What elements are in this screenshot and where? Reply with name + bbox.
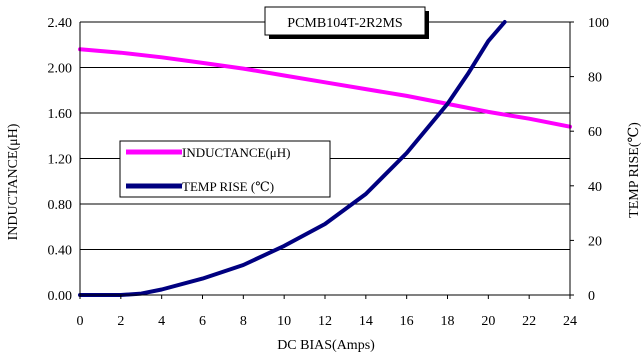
x-tick-label-12: 24 [563,314,577,329]
series-line-temp-rise [78,20,507,297]
x-tick-label-6: 12 [318,314,332,329]
y-axis-label-right: TEMP RISE(℃) [627,122,642,218]
y-right-tick-label-4: 80 [588,71,602,86]
x-tick-label-11: 22 [522,314,536,329]
y-left-tick-label-3: 1.20 [48,153,73,168]
x-tick-label-3: 6 [199,314,206,329]
series-line-inductance [78,47,572,129]
x-axis-label: DC BIAS(Amps) [277,338,375,352]
y-right-tick-label-3: 60 [588,125,602,140]
legend-label-inductance: INDUCTANCE(μH) [182,145,290,160]
x-tick-label-10: 20 [481,314,495,329]
x-tick-label-1: 2 [117,314,124,329]
y-left-tick-label-0: 0.00 [48,289,73,304]
y-left-tick-label-5: 2.00 [48,62,73,77]
legend-label-temp-rise: TEMP RISE (℃) [182,179,274,194]
y-right-tick-label-5: 100 [588,16,609,31]
x-tick-label-8: 16 [400,314,414,329]
y-right-tick-label-2: 40 [588,180,602,195]
y-right-tick-label-0: 0 [588,289,595,304]
x-tick-label-7: 14 [359,314,373,329]
chart-title-box: PCMB104T-2R2MS [264,6,429,39]
x-tick-label-0: 0 [77,314,84,329]
x-tick-label-4: 8 [240,314,247,329]
y-left-tick-label-6: 2.40 [48,16,73,31]
series-layer [78,20,572,297]
tick-labels: 0 2 4 6 8 10 12 14 16 18 20 22 240.000.400.801.201.6… [48,16,610,329]
y-left-tick-label-1: 0.40 [48,244,73,259]
x-tick-label-9: 18 [441,314,455,329]
x-tick-label-5: 10 [277,314,291,329]
y-left-tick-label-2: 0.80 [48,198,73,213]
y-axis-label-left: INDUCTANCE(μH) [6,123,21,240]
y-left-tick-label-4: 1.60 [48,107,73,122]
legend: INDUCTANCE(μH) TEMP RISE (℃) [119,140,331,198]
x-tick-label-2: 4 [158,314,165,329]
y-right-tick-label-1: 20 [588,234,602,249]
chart-title-frame [264,6,426,36]
chart-title: PCMB104T-2R2MS [287,16,402,31]
